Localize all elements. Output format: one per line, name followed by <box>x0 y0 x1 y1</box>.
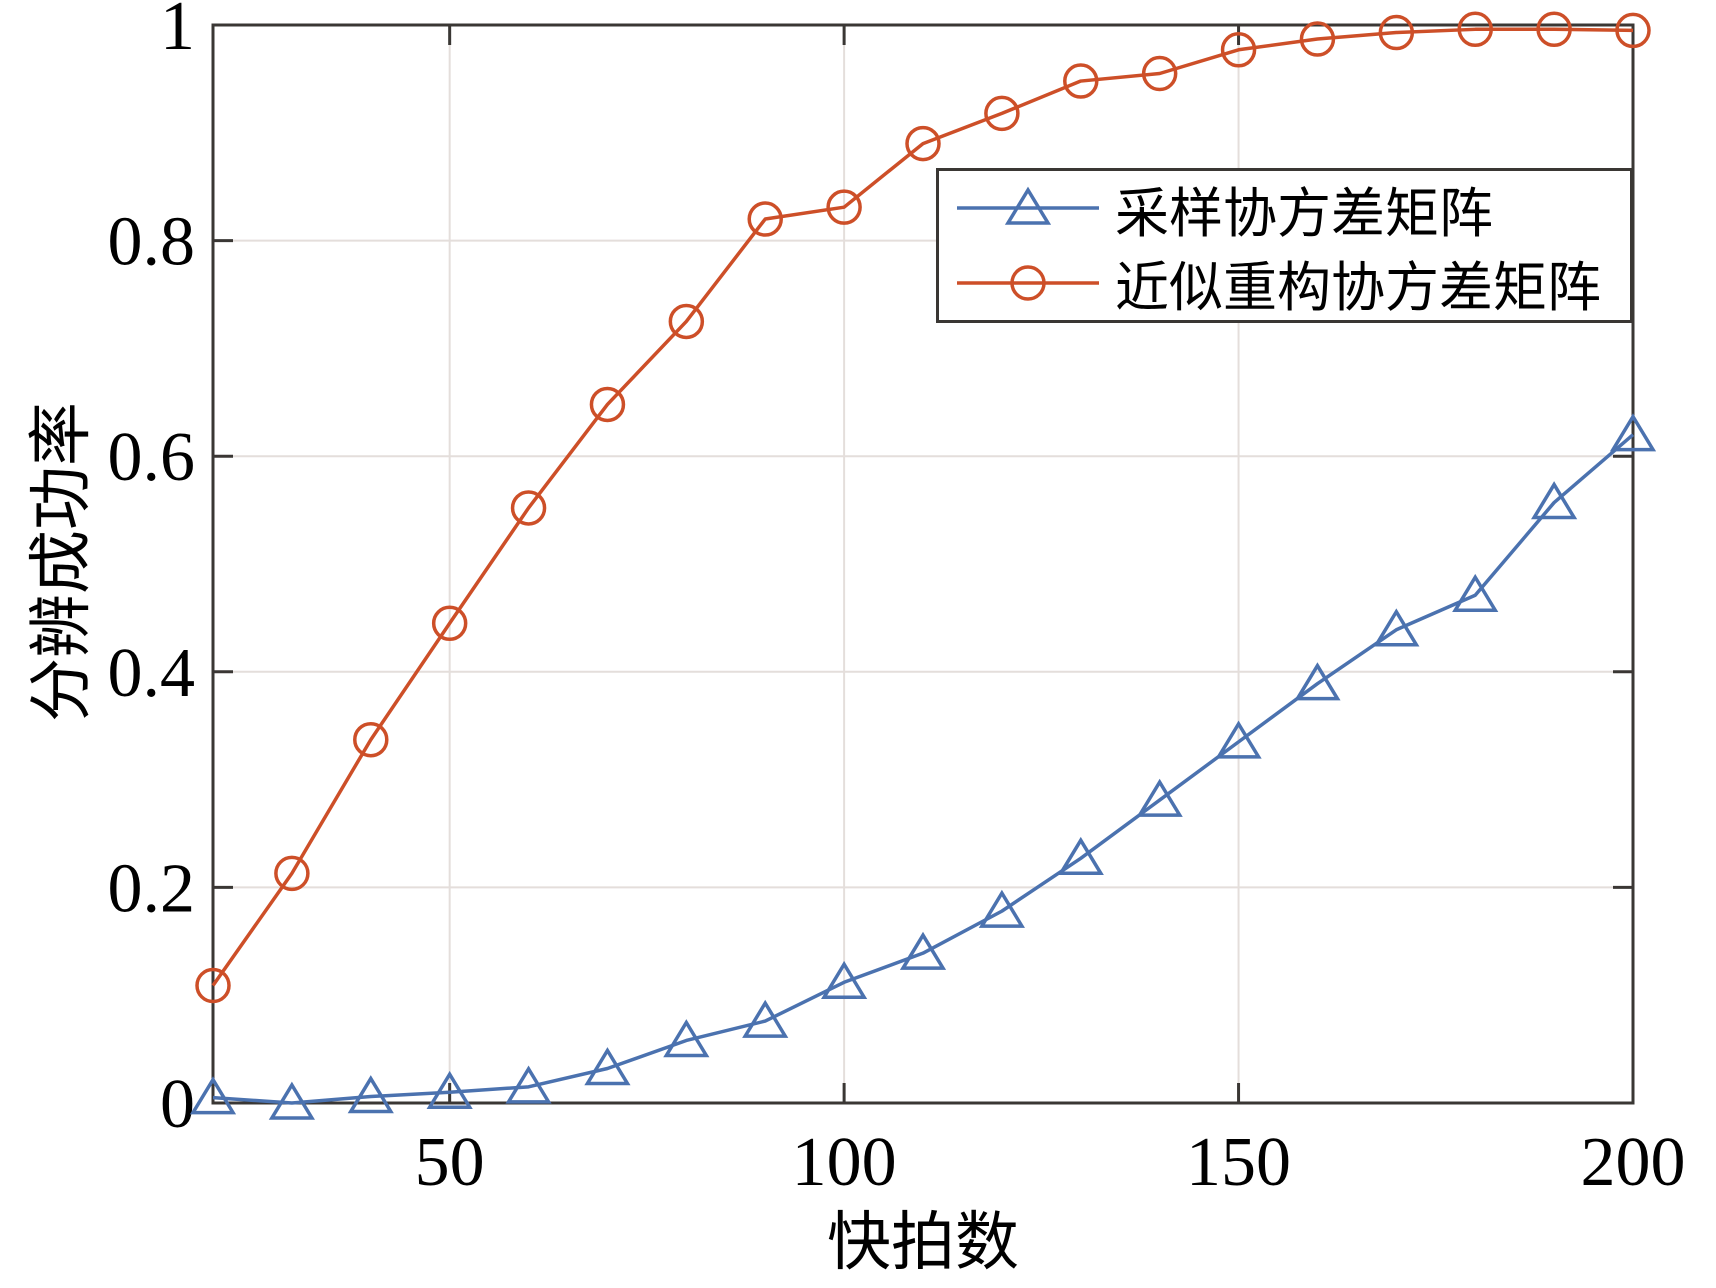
triangle-marker <box>1373 608 1420 647</box>
triangle-marker <box>1215 720 1262 759</box>
triangle-marker <box>1609 413 1657 452</box>
legend-label-reconstructed-covariance: 近似重构协方差矩阵 <box>1115 258 1601 319</box>
triangle-marker <box>426 1070 473 1109</box>
legend-item-sampling-covariance: 采样协方差矩阵 <box>939 171 1630 246</box>
circle-marker <box>1378 14 1415 51</box>
circle-marker <box>1457 11 1493 48</box>
circle-marker <box>510 490 547 526</box>
triangle-marker <box>742 999 789 1038</box>
triangle-marker <box>1136 778 1183 817</box>
plot-border <box>211 23 1635 1105</box>
circle-marker <box>1299 21 1336 57</box>
y-tick-label: 0.2 <box>108 850 196 927</box>
triangle-marker <box>584 1047 631 1086</box>
legend-sample-triangle-icon <box>1004 186 1052 225</box>
x-tick-label: 150 <box>1186 1124 1291 1201</box>
x-tick-label: 200 <box>1581 1124 1686 1201</box>
legend-sample-circle-icon <box>1010 265 1046 301</box>
triangle-marker <box>1452 573 1499 613</box>
y-tick-label: 1 <box>160 0 195 65</box>
circle-marker <box>431 605 468 642</box>
triangle-marker <box>268 1081 315 1120</box>
triangle-marker <box>347 1075 394 1114</box>
series-line-circle <box>211 27 1634 987</box>
circle-marker <box>905 125 941 162</box>
legend-label-sampling-covariance: 采样协方差矩阵 <box>1115 183 1493 244</box>
triangle-marker <box>189 1076 237 1115</box>
legend-item-reconstructed-covariance: 近似重构协方差矩阵 <box>939 246 1630 321</box>
circle-marker <box>826 189 862 225</box>
triangle-marker <box>1294 662 1341 701</box>
circle-line-marker-icon <box>957 265 1099 301</box>
circle-marker <box>1220 32 1257 68</box>
y-axis-title: 分辨成功率 <box>26 402 97 722</box>
circle-marker <box>195 967 231 1004</box>
x-tick-label: 50 <box>415 1124 485 1201</box>
series-line-triangle <box>212 433 1635 1105</box>
legend: 采样协方差矩阵 近似重构协方差矩阵 <box>936 168 1633 323</box>
triangle-line-marker-icon <box>957 186 1099 225</box>
y-tick-label: 0 <box>160 1066 195 1143</box>
circle-marker <box>589 386 626 423</box>
circle-marker <box>274 855 310 892</box>
x-tick-label: 100 <box>792 1124 897 1201</box>
triangle-marker <box>663 1019 710 1058</box>
circle-marker <box>1615 12 1651 49</box>
circle-marker <box>1063 63 1099 99</box>
triangle-marker <box>1531 481 1578 520</box>
triangle-marker <box>978 889 1025 928</box>
y-tick-label: 0.8 <box>108 204 196 281</box>
circle-marker <box>747 201 783 237</box>
triangle-marker <box>505 1065 552 1104</box>
triangle-marker <box>821 960 868 1000</box>
triangle-marker <box>899 931 947 970</box>
triangle-marker <box>1057 836 1104 876</box>
circle-marker <box>668 303 705 340</box>
circle-marker <box>1141 55 1178 92</box>
y-tick-label: 0.4 <box>108 635 196 712</box>
circle-marker <box>984 95 1020 132</box>
circle-marker <box>1536 11 1572 48</box>
y-tick-label: 0.6 <box>108 419 196 496</box>
circle-marker <box>353 721 389 758</box>
x-axis-title: 快拍数 <box>827 1207 1019 1278</box>
